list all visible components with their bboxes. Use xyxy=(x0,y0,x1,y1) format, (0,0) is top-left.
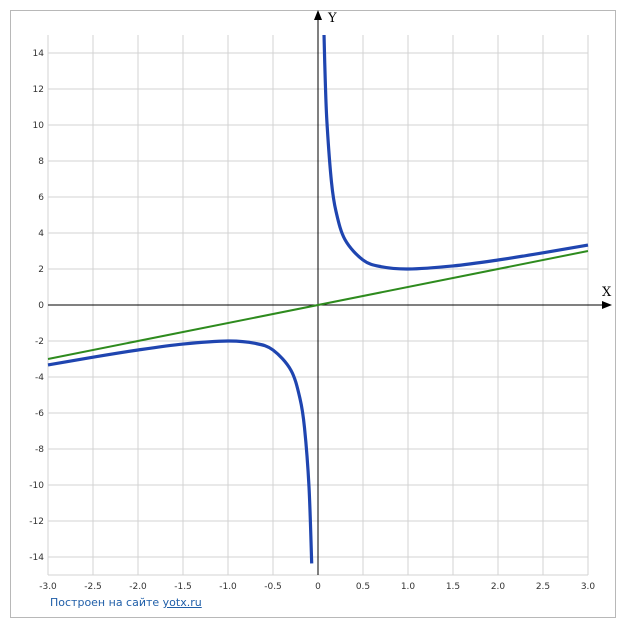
x-tick-label: -3.0 xyxy=(39,582,57,592)
y-axis-arrow xyxy=(314,10,322,20)
y-axis-label: Y xyxy=(327,11,337,26)
y-tick-label: -8 xyxy=(35,445,44,455)
curve-branch-right xyxy=(322,34,589,271)
tick-labels: -3.0 -2.5 -2.0 -1.5 -1.0 -0.5 0 0.5 1.0 1.5 2.0 2.5… xyxy=(29,49,595,592)
x-tick-label: 0.5 xyxy=(356,582,370,592)
y-tick-label: 14 xyxy=(33,49,45,59)
axes xyxy=(48,10,612,575)
chart-frame xyxy=(10,10,616,618)
x-tick-label: 2.0 xyxy=(491,582,506,592)
x-tick-label: 0 xyxy=(315,582,321,592)
y-tick-label: -6 xyxy=(35,409,44,419)
y-tick-label: 2 xyxy=(38,265,44,275)
x-tick-label: 1.5 xyxy=(446,582,460,592)
curves xyxy=(47,34,589,564)
x-tick-label: -2.0 xyxy=(129,582,147,592)
curve-branch-left xyxy=(47,339,314,564)
y-tick-label: -12 xyxy=(29,517,44,527)
y-tick-label: 6 xyxy=(38,193,44,203)
y-tick-label: 0 xyxy=(38,301,44,311)
x-tick-label: -1.5 xyxy=(174,582,192,592)
x-tick-label: -0.5 xyxy=(264,582,282,592)
x-axis-label: X xyxy=(602,285,612,300)
x-tick-label: -2.5 xyxy=(84,582,102,592)
x-tick-label: 2.5 xyxy=(536,582,550,592)
credit-link[interactable]: yotx.ru xyxy=(162,596,202,609)
y-tick-label: 12 xyxy=(33,85,44,95)
asymptote-line xyxy=(47,250,589,360)
y-tick-label: 10 xyxy=(33,121,45,131)
y-tick-label: 4 xyxy=(38,229,44,239)
y-tick-label: -2 xyxy=(35,337,44,347)
x-tick-label: 1.0 xyxy=(401,582,416,592)
x-tick-label: -1.0 xyxy=(219,582,237,592)
y-tick-label: 8 xyxy=(38,157,44,167)
x-tick-label: 3.0 xyxy=(581,582,596,592)
site-credit: Построен на сайте yotx.ru xyxy=(50,596,202,609)
y-tick-label: -4 xyxy=(35,373,44,383)
credit-text: Построен на сайте xyxy=(50,596,160,609)
y-tick-label: -14 xyxy=(29,553,44,563)
y-tick-label: -10 xyxy=(29,481,44,491)
x-axis-arrow xyxy=(602,301,612,309)
